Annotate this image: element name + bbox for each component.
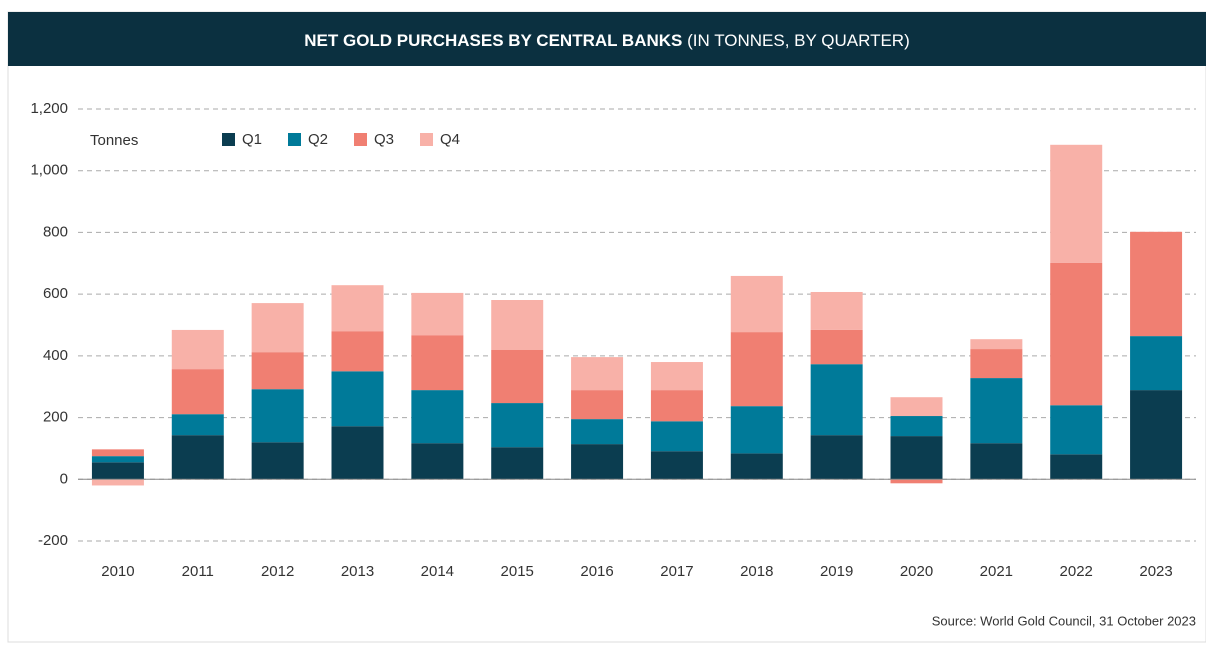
bar-segment	[491, 403, 544, 448]
y-tick-label: -200	[38, 532, 68, 549]
bar-segment	[650, 451, 703, 480]
bar-segment	[571, 357, 624, 391]
bar-segment	[890, 397, 943, 417]
y-tick-label: 800	[43, 223, 68, 240]
source: Source: World Gold Council, 31 October 2…	[932, 613, 1196, 628]
x-tick-label: 2013	[341, 563, 374, 580]
bar-segment	[411, 292, 464, 336]
bar-segment	[970, 443, 1023, 480]
y-tick-label: 1,200	[30, 100, 68, 117]
legend-label: Q3	[374, 131, 394, 148]
bar-segment	[171, 435, 224, 480]
x-tick-label: 2023	[1139, 563, 1172, 580]
bar-segment	[730, 453, 783, 480]
bar-segment	[970, 349, 1023, 379]
legend-swatch	[288, 133, 301, 146]
x-tick-label: 2015	[501, 563, 534, 580]
x-tick-label: 2018	[740, 563, 773, 580]
x-tick-label: 2022	[1060, 563, 1093, 580]
bar-segment	[251, 303, 304, 353]
bar-segment	[810, 291, 863, 330]
x-tick-label: 2012	[261, 563, 294, 580]
bar-segment	[810, 364, 863, 436]
chart-title: NET GOLD PURCHASES BY CENTRAL BANKS	[304, 31, 682, 50]
x-tick-label: 2014	[421, 563, 454, 580]
bar-segment	[970, 378, 1023, 444]
bar-segment	[1050, 144, 1103, 263]
bar-segment	[730, 406, 783, 454]
bar-segment	[91, 449, 144, 457]
chart-title-line: NET GOLD PURCHASES BY CENTRAL BANKS (IN …	[304, 31, 910, 50]
bar-segment	[171, 369, 224, 415]
bar-segment	[331, 426, 384, 480]
bar-segment	[251, 389, 304, 443]
bar-segment	[411, 390, 464, 444]
bar-segment	[411, 335, 464, 391]
y-tick-label: 400	[43, 347, 68, 364]
bar-segment	[1130, 231, 1183, 337]
bar-segment	[890, 479, 943, 484]
bar-segment	[1130, 336, 1183, 391]
bar-segment	[331, 331, 384, 372]
x-tick-label: 2017	[660, 563, 693, 580]
bar-segment	[890, 416, 943, 437]
bar-segment	[650, 362, 703, 391]
bar-segment	[491, 447, 544, 480]
bar-segment	[1050, 454, 1103, 480]
bar-segment	[730, 332, 783, 407]
bar-segment	[411, 443, 464, 480]
legend-swatch	[420, 133, 433, 146]
bar-segment	[970, 339, 1023, 350]
bar-segment	[650, 421, 703, 452]
bar-segment	[571, 390, 624, 420]
header-band	[8, 12, 1206, 66]
bar-segment	[91, 479, 144, 486]
x-tick-label: 2020	[900, 563, 933, 580]
bar-segment	[571, 444, 624, 480]
bar-segment	[890, 436, 943, 480]
frame	[7, 11, 1206, 643]
y-tick-label: 0	[60, 470, 68, 487]
bar-segment	[91, 456, 144, 463]
bar-segment	[91, 462, 144, 480]
legend-swatch	[354, 133, 367, 146]
bar-segment	[171, 414, 224, 436]
bar-segment	[251, 352, 304, 390]
bar-segment	[1050, 405, 1103, 455]
x-tick-label: 2019	[820, 563, 853, 580]
x-tick-label: 2016	[580, 563, 613, 580]
bar-segment	[1130, 390, 1183, 480]
legend-label: Q4	[440, 131, 460, 148]
bar-segment	[1050, 262, 1103, 406]
legend-label: Q1	[242, 131, 262, 148]
bar-segment	[571, 419, 624, 445]
bar-segment	[171, 329, 224, 370]
bar-segment	[650, 390, 703, 422]
bar-segment	[491, 300, 544, 350]
y-tick-label: 1,000	[30, 162, 68, 179]
x-tick-label: 2011	[182, 563, 214, 580]
legend-swatch	[222, 133, 235, 146]
y-tick-label: 600	[43, 285, 68, 302]
bar-segment	[810, 329, 863, 365]
x-tick-label: 2021	[980, 563, 1013, 580]
legend-label: Q2	[308, 131, 328, 148]
y-axis-label: Tonnes	[90, 132, 138, 149]
bar-segment	[810, 435, 863, 480]
bar-segment	[331, 371, 384, 427]
bar-segment	[730, 275, 783, 333]
y-tick-label: 200	[43, 409, 68, 426]
bar-segment	[331, 285, 384, 332]
chart-subtitle: (IN TONNES, BY QUARTER)	[687, 31, 910, 50]
bar-segment	[251, 442, 304, 480]
bar-segment	[491, 349, 544, 404]
x-tick-label: 2010	[101, 563, 134, 580]
